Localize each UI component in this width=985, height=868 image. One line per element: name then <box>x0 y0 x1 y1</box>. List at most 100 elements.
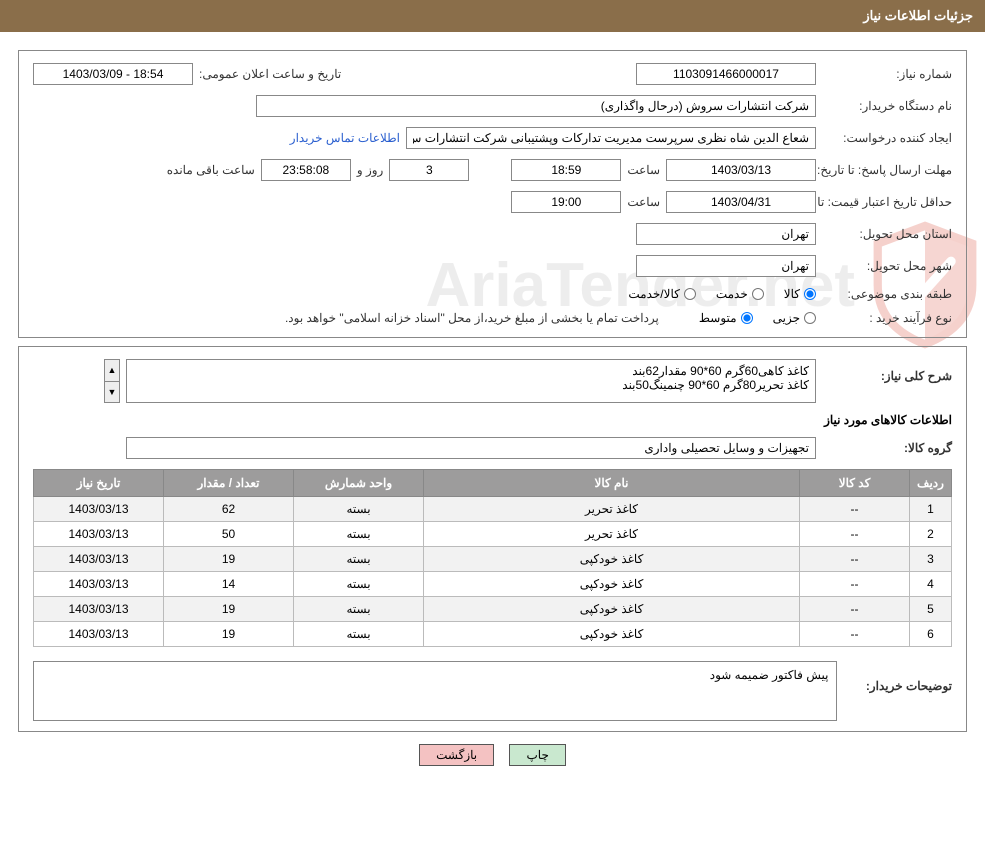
table-cell: 1403/03/13 <box>34 622 164 647</box>
reply-date-field[interactable] <box>666 159 816 181</box>
table-cell: بسته <box>294 622 424 647</box>
reply-deadline-label: مهلت ارسال پاسخ: تا تاریخ: <box>822 163 952 177</box>
price-date-field[interactable] <box>666 191 816 213</box>
goods-group-field[interactable] <box>126 437 816 459</box>
print-button[interactable]: چاپ <box>509 744 565 766</box>
textarea-scrollbar[interactable]: ▲ ▼ <box>104 359 120 403</box>
table-cell: بسته <box>294 572 424 597</box>
table-cell: کاغذ خودکپی <box>424 622 800 647</box>
desc-textarea[interactable] <box>126 359 816 403</box>
table-cell: -- <box>800 572 910 597</box>
table-cell: 1403/03/13 <box>34 547 164 572</box>
back-button[interactable]: بازگشت <box>419 744 494 766</box>
announce-label: تاریخ و ساعت اعلان عمومی: <box>199 67 341 81</box>
price-time-label: ساعت <box>627 195 660 209</box>
table-row: 5--کاغذ خودکپیبسته191403/03/13 <box>34 597 952 622</box>
table-cell: کاغذ خودکپی <box>424 597 800 622</box>
cat-goods-input[interactable] <box>804 288 816 300</box>
pt-partial-radio[interactable]: جزیی <box>773 311 816 325</box>
table-cell: 62 <box>164 497 294 522</box>
table-cell: 5 <box>910 597 952 622</box>
table-cell: 2 <box>910 522 952 547</box>
pt-medium-label: متوسط <box>699 311 737 325</box>
purchase-note: پرداخت تمام یا بخشی از مبلغ خرید،از محل … <box>285 311 659 325</box>
table-cell: 1403/03/13 <box>34 497 164 522</box>
table-cell: 19 <box>164 622 294 647</box>
desc-label: شرح كلی نیاز: <box>822 359 952 383</box>
announce-field[interactable] <box>33 63 193 85</box>
table-row: 1--کاغذ تحریربسته621403/03/13 <box>34 497 952 522</box>
details-panel: شماره نیاز: تاریخ و ساعت اعلان عمومی: نا… <box>18 50 967 338</box>
pt-medium-radio[interactable]: متوسط <box>699 311 753 325</box>
panel-header: جزئیات اطلاعات نیاز <box>0 0 985 32</box>
table-row: 6--کاغذ خودکپیبسته191403/03/13 <box>34 622 952 647</box>
city-field[interactable] <box>636 255 816 277</box>
cat-goods-label: کالا <box>784 287 800 301</box>
cat-goods-service-input[interactable] <box>684 288 696 300</box>
days-and-label: روز و <box>357 163 384 177</box>
table-cell: 6 <box>910 622 952 647</box>
province-label: استان محل تحویل: <box>822 227 952 241</box>
reply-time-label: ساعت <box>627 163 660 177</box>
scroll-up-icon[interactable]: ▲ <box>105 360 119 382</box>
pt-partial-label: جزیی <box>773 311 800 325</box>
goods-group-label: گروه کالا: <box>822 441 952 455</box>
cat-service-radio[interactable]: خدمت <box>716 287 764 301</box>
panel-title: جزئیات اطلاعات نیاز <box>863 8 973 23</box>
table-cell: کاغذ تحریر <box>424 522 800 547</box>
table-cell: 14 <box>164 572 294 597</box>
goods-section-title: اطلاعات كالاهای مورد نیاز <box>33 413 952 427</box>
table-cell: کاغذ خودکپی <box>424 547 800 572</box>
table-cell: 1 <box>910 497 952 522</box>
table-cell: 3 <box>910 547 952 572</box>
buyer-contact-link[interactable]: اطلاعات تماس خریدار <box>290 131 400 145</box>
pt-medium-input[interactable] <box>741 312 753 324</box>
table-cell: -- <box>800 522 910 547</box>
buyer-org-label: نام دستگاه خریدار: <box>822 99 952 113</box>
need-no-label: شماره نیاز: <box>822 67 952 81</box>
th-qty: تعداد / مقدار <box>164 470 294 497</box>
buyer-org-field[interactable] <box>256 95 816 117</box>
time-left-field[interactable] <box>261 159 351 181</box>
th-row: ردیف <box>910 470 952 497</box>
buyer-notes-label: توضیحات خریدار: <box>843 661 952 693</box>
cat-goods-radio[interactable]: کالا <box>784 287 816 301</box>
th-date: تاریخ نیاز <box>34 470 164 497</box>
purchase-type-label: نوع فرآیند خرید : <box>822 311 952 325</box>
price-time-field[interactable] <box>511 191 621 213</box>
cat-service-input[interactable] <box>752 288 764 300</box>
city-label: شهر محل تحویل: <box>822 259 952 273</box>
requester-field[interactable] <box>406 127 816 149</box>
time-left-suffix: ساعت باقی مانده <box>167 163 255 177</box>
items-table: ردیف کد کالا نام کالا واحد شمارش تعداد /… <box>33 469 952 647</box>
table-row: 4--کاغذ خودکپیبسته141403/03/13 <box>34 572 952 597</box>
th-code: کد کالا <box>800 470 910 497</box>
scroll-down-icon[interactable]: ▼ <box>105 382 119 403</box>
table-cell: بسته <box>294 547 424 572</box>
category-label: طبقه بندی موضوعی: <box>822 287 952 301</box>
table-cell: -- <box>800 622 910 647</box>
table-cell: 19 <box>164 547 294 572</box>
th-unit: واحد شمارش <box>294 470 424 497</box>
pt-partial-input[interactable] <box>804 312 816 324</box>
table-cell: کاغذ تحریر <box>424 497 800 522</box>
cat-goods-service-radio[interactable]: کالا/خدمت <box>628 287 695 301</box>
days-left-field[interactable] <box>389 159 469 181</box>
buyer-notes-textarea[interactable] <box>33 661 837 721</box>
table-cell: -- <box>800 497 910 522</box>
th-name: نام کالا <box>424 470 800 497</box>
province-field[interactable] <box>636 223 816 245</box>
table-cell: 1403/03/13 <box>34 572 164 597</box>
goods-panel: شرح كلی نیاز: ▲ ▼ اطلاعات كالاهای مورد ن… <box>18 346 967 732</box>
table-cell: کاغذ خودکپی <box>424 572 800 597</box>
table-row: 3--کاغذ خودکپیبسته191403/03/13 <box>34 547 952 572</box>
need-no-field[interactable] <box>636 63 816 85</box>
price-validity-label: حداقل تاریخ اعتبار قیمت: تا تاریخ: <box>822 195 952 209</box>
cat-service-label: خدمت <box>716 287 748 301</box>
reply-time-field[interactable] <box>511 159 621 181</box>
table-cell: 19 <box>164 597 294 622</box>
table-cell: بسته <box>294 597 424 622</box>
table-row: 2--کاغذ تحریربسته501403/03/13 <box>34 522 952 547</box>
table-cell: -- <box>800 597 910 622</box>
table-cell: بسته <box>294 497 424 522</box>
